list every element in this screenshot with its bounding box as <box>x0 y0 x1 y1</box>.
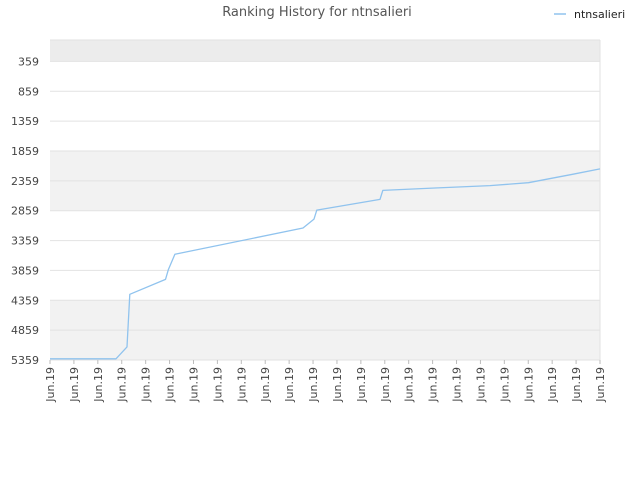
grid-band <box>50 300 600 331</box>
grid-band <box>50 61 600 92</box>
grid-band <box>50 91 600 122</box>
y-tick-label: 3359 <box>11 235 39 248</box>
grid-band <box>50 330 600 360</box>
y-tick-label: 4859 <box>11 324 39 337</box>
series-group <box>50 168 601 360</box>
grid-band <box>50 210 600 241</box>
grid-band <box>50 180 600 211</box>
series-line-ntnsalieri <box>50 168 601 360</box>
x-tick-label: Jun.19 <box>474 367 487 403</box>
y-tick-label: 1859 <box>11 145 39 158</box>
x-tick-label: Jun.19 <box>283 367 296 403</box>
x-tick-label: Jun.19 <box>546 367 559 403</box>
x-tick-label: Jun.19 <box>331 367 344 403</box>
y-tick-label: 3859 <box>11 264 39 277</box>
x-tick-label: Jun.19 <box>187 367 200 403</box>
y-tick-label: 359 <box>18 55 39 68</box>
legend: ntnsalieri <box>554 8 625 21</box>
x-tick-label: Jun.19 <box>355 367 368 403</box>
background-bands <box>50 40 600 360</box>
y-tick-label: 4359 <box>11 294 39 307</box>
x-tick-label: Jun.19 <box>307 367 320 403</box>
x-tick-label: Jun.19 <box>259 367 272 403</box>
y-tick-label: 859 <box>18 85 39 98</box>
x-tick-label: Jun.19 <box>570 367 583 403</box>
x-tick-label: Jun.19 <box>140 367 153 403</box>
x-axis-ticks: Jun.19 Jun.19 Jun.19 Jun.19 Jun.19 Jun.19 Jun.… <box>44 360 607 403</box>
x-tick-label: Jun.19 <box>68 367 81 403</box>
grid-band <box>50 270 600 301</box>
x-tick-label: Jun.19 <box>594 367 607 403</box>
x-tick-label: Jun.19 <box>427 367 440 403</box>
grid-band <box>50 151 600 181</box>
y-tick-label: 2359 <box>11 175 39 188</box>
y-tick-label: 2859 <box>11 205 39 218</box>
x-tick-label: Jun.19 <box>451 367 464 403</box>
x-tick-label: Jun.19 <box>44 367 57 403</box>
x-tick-label: Jun.19 <box>92 367 105 403</box>
legend-label: ntnsalieri <box>574 8 625 21</box>
x-tick-label: Jun.19 <box>235 367 248 403</box>
y-tick-label: 5359 <box>11 354 39 367</box>
grid-band <box>50 121 600 152</box>
x-tick-label: Jun.19 <box>498 367 511 403</box>
y-tick-label: 1359 <box>11 115 39 128</box>
y-axis-ticks: 359 859 1359 1859 2359 2859 3359 3859 4359 4859 53… <box>11 55 39 367</box>
x-tick-label: Jun.19 <box>522 367 535 403</box>
x-tick-label: Jun.19 <box>379 367 392 403</box>
grid-band <box>50 240 600 271</box>
x-tick-label: Jun.19 <box>116 367 129 403</box>
grid-lines <box>50 39 601 361</box>
grid-band <box>50 40 600 62</box>
chart-title: Ranking History for ntnsalieri <box>222 5 412 20</box>
x-tick-label: Jun.19 <box>211 367 224 403</box>
x-tick-label: Jun.19 <box>403 367 416 403</box>
x-tick-label: Jun.19 <box>164 367 177 403</box>
